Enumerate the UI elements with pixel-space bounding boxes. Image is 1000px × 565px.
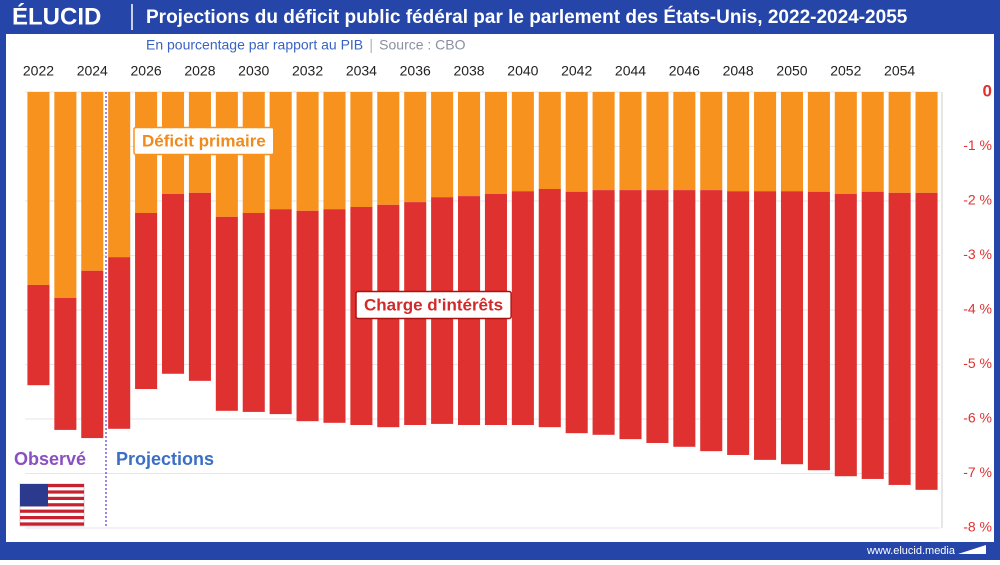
bar-segment	[780, 191, 804, 465]
bar-segment	[754, 191, 777, 460]
bar-segment	[646, 190, 669, 443]
x-tick-label: 2032	[292, 63, 323, 79]
bar-segment	[323, 209, 346, 423]
x-tick-label: 2040	[507, 63, 538, 79]
bar-segment	[296, 210, 319, 422]
source: Source : CBO	[379, 37, 465, 53]
y-tick-label: -7 %	[963, 464, 992, 480]
y-tick-label: -4 %	[963, 301, 992, 317]
y-tick-label: -2 %	[963, 192, 992, 208]
bar-segment	[81, 92, 104, 271]
bar-segment	[861, 191, 884, 479]
x-tick-label: 2050	[776, 63, 807, 79]
y-tick-label: -3 %	[963, 246, 992, 262]
bar-segment	[807, 92, 830, 192]
series-label-box	[133, 126, 275, 156]
y-tick-label: -1 %	[963, 137, 992, 153]
bar-segment	[269, 92, 292, 210]
x-tick-label: 2046	[669, 63, 700, 79]
bar-segment	[81, 270, 104, 439]
bar-segment	[511, 92, 534, 192]
x-tick-label: 2038	[453, 63, 484, 79]
bar-segment	[619, 190, 642, 440]
x-tick-label: 2026	[131, 63, 162, 79]
bar-segment	[404, 92, 427, 203]
x-tick-label: 2048	[723, 63, 754, 79]
y-tick-label: -8 %	[963, 519, 992, 535]
bar-segment	[27, 92, 50, 285]
y-tick-label: -5 %	[963, 355, 992, 371]
bar-segment	[431, 92, 454, 198]
x-tick-label: 2044	[615, 63, 646, 79]
bar-segment	[807, 191, 830, 471]
y-tick-label: 0	[983, 81, 992, 100]
bar-segment	[54, 298, 77, 430]
bar-segment	[619, 92, 642, 191]
subtitle: En pourcentage par rapport au PIB	[146, 37, 363, 53]
bar-segment	[135, 212, 158, 390]
bar-segment	[915, 192, 938, 490]
bar-segment	[323, 92, 346, 210]
footer: www.elucid.media	[866, 545, 956, 557]
bar-segment	[538, 92, 561, 190]
bar-segment	[673, 92, 696, 191]
bar-segment	[54, 92, 77, 299]
bar-segment	[834, 193, 857, 477]
series-label: Déficit primaire	[142, 131, 266, 150]
series-label-box	[355, 290, 512, 320]
logo-mark	[958, 545, 986, 554]
bar-segment	[700, 92, 723, 191]
bar-segment	[161, 193, 185, 374]
observed-label: Observé	[14, 449, 86, 469]
bar-segment	[915, 92, 938, 193]
x-tick-label: 2054	[884, 63, 915, 79]
bar-segment	[108, 257, 131, 429]
x-tick-label: 2042	[561, 63, 592, 79]
bar-segment	[565, 92, 588, 192]
bar-segment	[215, 216, 238, 411]
bar-segment	[727, 191, 750, 455]
x-tick-label: 2034	[346, 63, 377, 79]
bar-segment	[377, 92, 400, 205]
bar-segment	[861, 92, 884, 192]
y-tick-label: -6 %	[963, 410, 992, 426]
bar-segment	[565, 191, 588, 434]
bar-segment	[458, 92, 481, 197]
series-label: Charge d'intérêts	[364, 295, 503, 314]
bar-segment	[673, 190, 696, 447]
bar-segment	[108, 92, 131, 258]
brand: ÉLUCID	[12, 2, 101, 30]
x-tick-label: 2022	[23, 63, 54, 79]
bar-segment	[700, 190, 723, 452]
x-tick-label: 2052	[830, 63, 861, 79]
bar-segment	[592, 190, 615, 435]
bar-segment	[646, 92, 669, 191]
bar-segment	[269, 209, 292, 415]
bar-segment	[834, 92, 857, 194]
bar-segment	[188, 192, 211, 381]
flag	[19, 483, 85, 527]
bar-segment	[350, 92, 373, 207]
bar-segment	[296, 92, 319, 211]
bar-segment	[888, 92, 911, 193]
bar-segment	[538, 189, 561, 428]
bar-segment	[511, 191, 534, 425]
bar-segment	[27, 284, 50, 386]
bar-segment	[592, 92, 615, 191]
x-tick-label: 2030	[238, 63, 269, 79]
projections-label: Projections	[116, 449, 214, 469]
bar-segment	[242, 212, 265, 412]
chart-title: Projections du déficit public fédéral pa…	[146, 6, 908, 28]
x-tick-label: 2024	[77, 63, 108, 79]
x-tick-label: 2028	[184, 63, 215, 79]
bar-segment	[888, 192, 911, 485]
bar-segment	[754, 92, 777, 192]
bar-segment	[484, 92, 507, 194]
bar-segment	[780, 92, 804, 192]
bar-segment	[727, 92, 750, 192]
x-tick-label: 2036	[400, 63, 431, 79]
